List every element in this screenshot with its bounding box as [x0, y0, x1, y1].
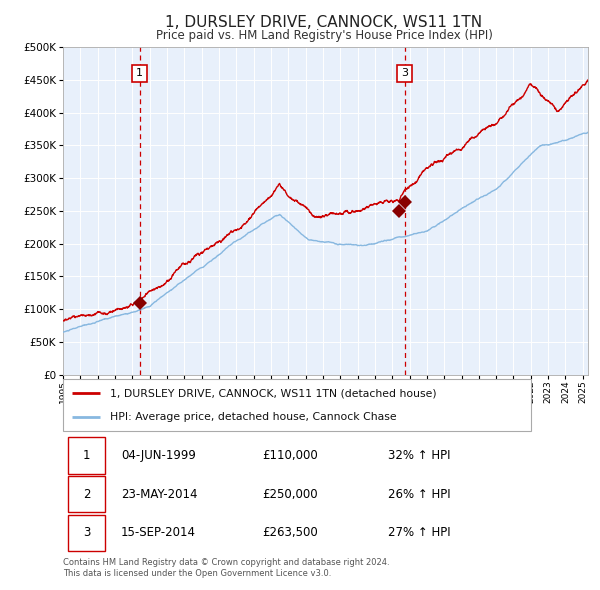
- Text: 32% ↑ HPI: 32% ↑ HPI: [389, 449, 451, 462]
- FancyBboxPatch shape: [68, 514, 105, 551]
- Text: 1, DURSLEY DRIVE, CANNOCK, WS11 1TN: 1, DURSLEY DRIVE, CANNOCK, WS11 1TN: [166, 15, 482, 30]
- Text: 26% ↑ HPI: 26% ↑ HPI: [389, 487, 451, 501]
- Text: 1: 1: [136, 68, 143, 78]
- Text: 3: 3: [401, 68, 408, 78]
- Text: 15-SEP-2014: 15-SEP-2014: [121, 526, 196, 539]
- Text: 3: 3: [83, 526, 91, 539]
- FancyBboxPatch shape: [68, 437, 105, 474]
- Text: 2: 2: [83, 487, 91, 501]
- Text: 1: 1: [83, 449, 91, 462]
- FancyBboxPatch shape: [63, 379, 531, 431]
- Text: £110,000: £110,000: [263, 449, 318, 462]
- Text: 23-MAY-2014: 23-MAY-2014: [121, 487, 197, 501]
- Text: Price paid vs. HM Land Registry's House Price Index (HPI): Price paid vs. HM Land Registry's House …: [155, 30, 493, 42]
- Text: 1, DURSLEY DRIVE, CANNOCK, WS11 1TN (detached house): 1, DURSLEY DRIVE, CANNOCK, WS11 1TN (det…: [110, 388, 436, 398]
- Text: Contains HM Land Registry data © Crown copyright and database right 2024.: Contains HM Land Registry data © Crown c…: [63, 558, 389, 566]
- Text: £263,500: £263,500: [263, 526, 318, 539]
- Text: 04-JUN-1999: 04-JUN-1999: [121, 449, 196, 462]
- Text: This data is licensed under the Open Government Licence v3.0.: This data is licensed under the Open Gov…: [63, 569, 331, 578]
- Text: HPI: Average price, detached house, Cannock Chase: HPI: Average price, detached house, Cann…: [110, 412, 397, 422]
- Text: 27% ↑ HPI: 27% ↑ HPI: [389, 526, 451, 539]
- FancyBboxPatch shape: [68, 476, 105, 512]
- Text: £250,000: £250,000: [263, 487, 318, 501]
